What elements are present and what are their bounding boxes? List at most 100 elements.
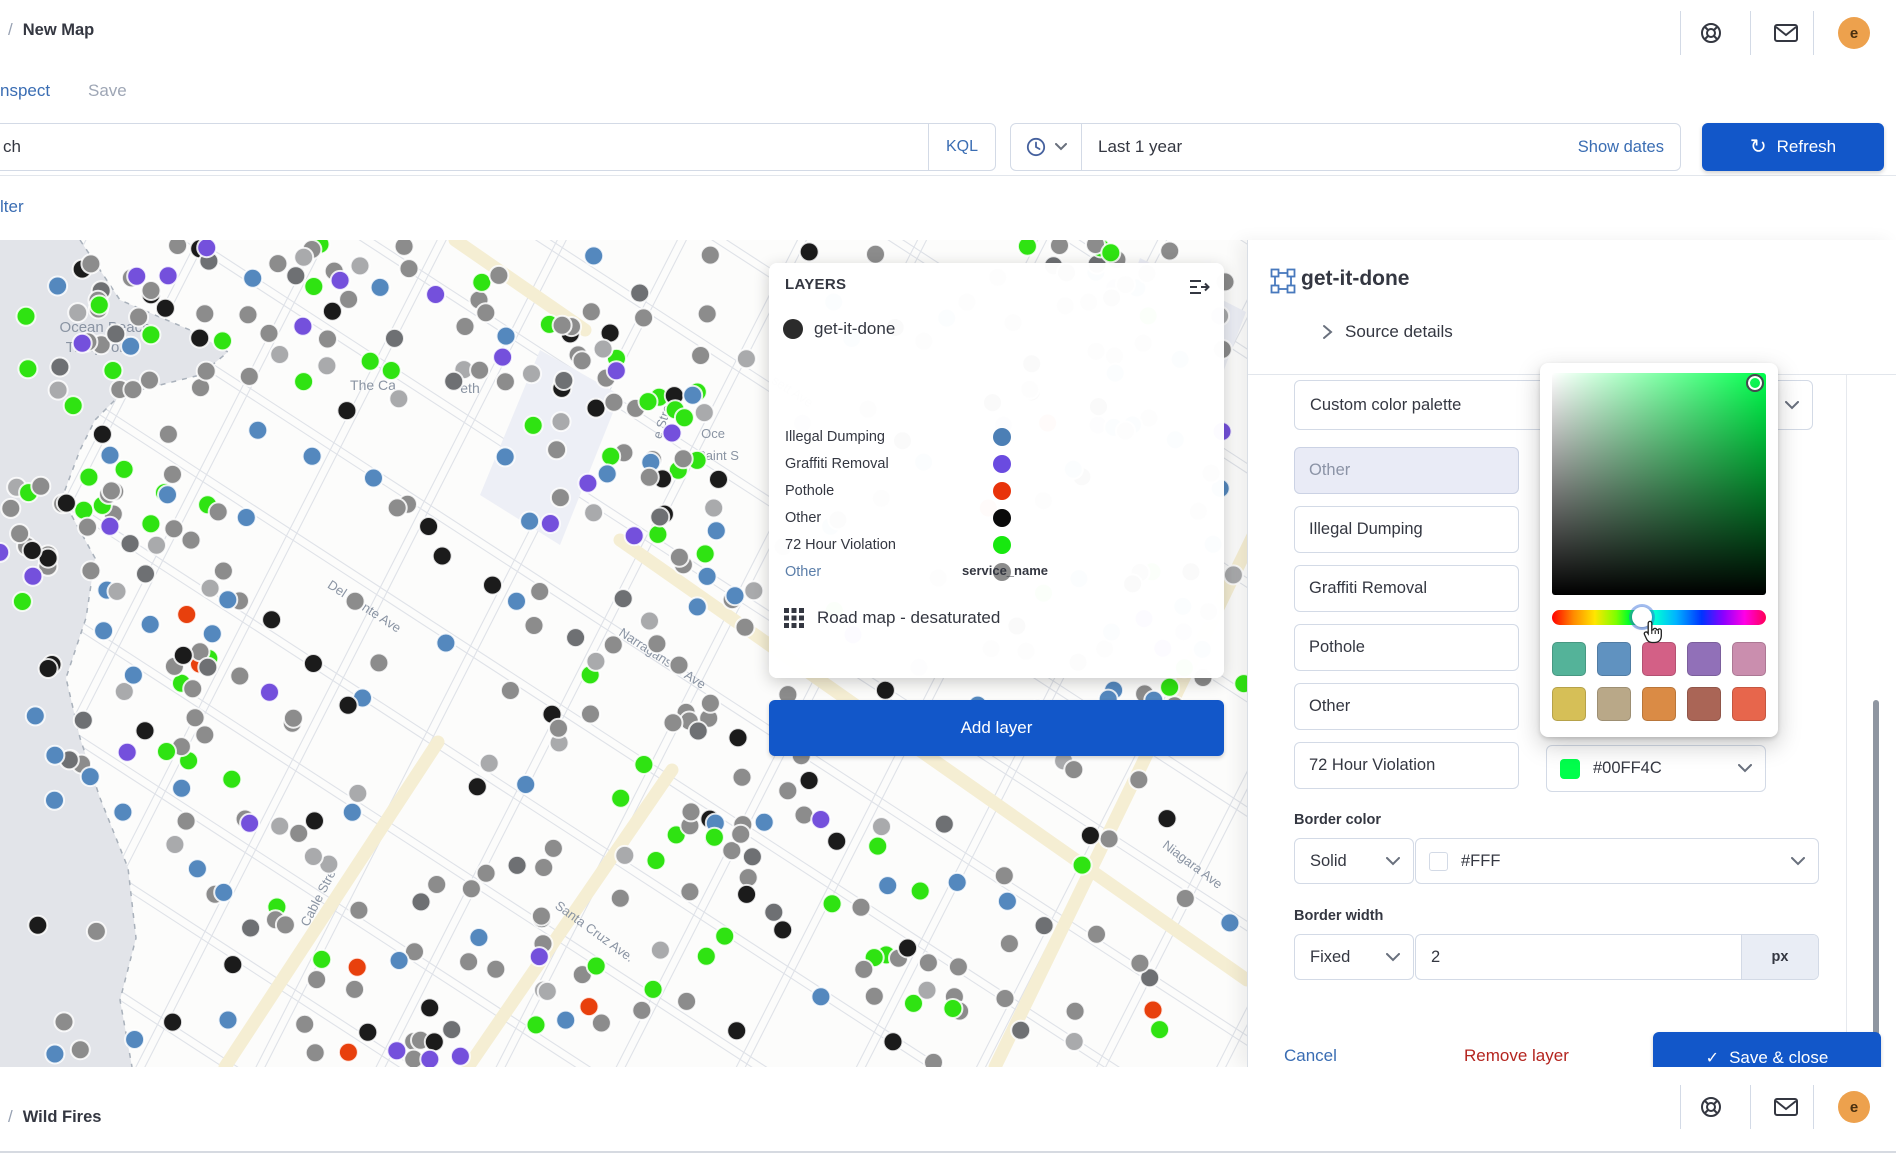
collapse-layers-button[interactable] <box>1187 276 1211 303</box>
layers-panel: LAYERS get-it-done Illegal Dumping Graffi… <box>769 263 1224 678</box>
color-swatch[interactable] <box>1642 687 1676 721</box>
refresh-label: Refresh <box>1776 137 1837 156</box>
fill-color-dropdown[interactable]: #00FF4C <box>1546 745 1766 792</box>
legend-item[interactable]: Other <box>785 558 1208 585</box>
header-divider <box>1680 11 1681 55</box>
newsfeed-button[interactable] <box>1769 1090 1803 1124</box>
category-stop-input[interactable]: Other <box>1294 683 1519 730</box>
search-query-text: ch <box>3 137 21 156</box>
color-swatch[interactable] <box>1552 687 1586 721</box>
add-filter-link[interactable]: lter <box>0 197 24 216</box>
chevron-down-icon <box>1386 856 1413 866</box>
refresh-button[interactable]: ↻ Refresh <box>1702 123 1884 171</box>
help-button[interactable] <box>1694 16 1728 50</box>
map-ocean <box>0 240 228 1067</box>
chevron-down-icon <box>1386 952 1413 962</box>
fill-color-swatch <box>1560 758 1580 779</box>
color-swatch[interactable] <box>1597 687 1631 721</box>
time-range-value[interactable]: Last 1 year <box>1098 137 1183 156</box>
fill-color-value: #00FF4C <box>1593 759 1662 777</box>
category-stop-input[interactable]: Illegal Dumping <box>1294 506 1519 553</box>
legend-item-label: 72 Hour Violation <box>785 536 896 553</box>
vector-layer-icon <box>1270 268 1296 299</box>
layer-name: get-it-done <box>814 319 896 338</box>
border-width-input[interactable]: 2 px <box>1415 934 1819 980</box>
save-and-close-label: Save & close <box>1729 1048 1829 1067</box>
border-width-mode-select[interactable]: Fixed <box>1294 934 1414 980</box>
bottom-border <box>0 1151 1896 1153</box>
layer-row[interactable]: get-it-done <box>783 319 895 339</box>
chevron-down-icon <box>1055 143 1067 151</box>
layer-legend: Illegal Dumping Graffiti Removal Pothole Ot… <box>785 423 1208 585</box>
inspect-link[interactable]: nspect <box>0 81 51 100</box>
app-menu-bar: nspect Save <box>0 66 1896 118</box>
hue-slider-thumb[interactable] <box>1631 607 1652 627</box>
border-color-value: #FFF <box>1461 851 1501 870</box>
category-stop-input[interactable]: Other <box>1294 447 1519 494</box>
avatar[interactable]: e <box>1838 1091 1870 1123</box>
breadcrumb-separator: / <box>8 1107 13 1126</box>
saturation-marker[interactable] <box>1746 374 1764 392</box>
color-swatch[interactable] <box>1732 687 1766 721</box>
border-color-dropdown[interactable]: #FFF <box>1415 838 1819 884</box>
border-width-unit: px <box>1741 935 1818 979</box>
layer-color-dot <box>783 319 803 339</box>
flyout-title: get-it-done <box>1301 267 1410 290</box>
help-button[interactable] <box>1694 1090 1728 1124</box>
scrollbar-thumb[interactable] <box>1873 700 1879 1055</box>
show-dates-button[interactable]: Show dates <box>1577 137 1664 156</box>
layers-panel-title: LAYERS <box>785 276 847 293</box>
map-street-label: Oce <box>701 426 725 441</box>
saturation-area[interactable] <box>1552 373 1766 595</box>
legend-item[interactable]: Illegal Dumping <box>785 423 1208 450</box>
category-stop-input[interactable]: 72 Hour Violation <box>1294 742 1519 789</box>
query-bar: ch KQL Last 1 year Show dates ↻ Refresh <box>0 117 1896 176</box>
map-street-label: eth <box>460 380 479 396</box>
category-stop-input[interactable]: Pothole <box>1294 624 1519 671</box>
hue-slider[interactable] <box>1552 607 1766 627</box>
life-ring-icon <box>1701 1097 1721 1117</box>
map-street-label: Ocean Beach <box>60 319 151 336</box>
legend-item[interactable]: Graffiti Removal <box>785 450 1208 477</box>
cancel-button[interactable]: Cancel <box>1284 1046 1337 1065</box>
legend-item[interactable]: Other <box>785 504 1208 531</box>
color-swatch[interactable] <box>1642 642 1676 676</box>
border-width-mode-value: Fixed <box>1310 947 1351 966</box>
save-link[interactable]: Save <box>88 81 127 100</box>
legend-item[interactable]: 72 Hour Violation <box>785 531 1208 558</box>
envelope-icon <box>1774 1098 1798 1116</box>
header-divider <box>1750 1085 1751 1129</box>
source-details-toggle[interactable]: Source details <box>1322 322 1453 342</box>
map-street-label: The Ca <box>350 377 396 393</box>
bottom-page-title: Wild Fires <box>22 1108 102 1126</box>
color-swatch[interactable] <box>1687 687 1721 721</box>
palette-select-value: Custom color palette <box>1310 395 1462 414</box>
legend-item-color-dot <box>993 481 1011 500</box>
header-divider <box>1813 11 1814 55</box>
add-layer-button[interactable]: Add layer <box>769 700 1224 756</box>
legend-item-color-dot <box>993 562 1011 581</box>
map-street-label: Paint S <box>697 448 739 463</box>
color-swatch[interactable] <box>1597 642 1631 676</box>
color-swatch[interactable] <box>1687 642 1721 676</box>
category-stop-input[interactable]: Graffiti Removal <box>1294 565 1519 612</box>
border-style-select[interactable]: Solid <box>1294 838 1414 884</box>
color-swatch[interactable] <box>1732 642 1766 676</box>
avatar[interactable]: e <box>1838 17 1870 49</box>
search-input[interactable]: ch KQL <box>0 123 996 171</box>
border-width-label: Border width <box>1294 908 1384 924</box>
remove-layer-button[interactable]: Remove layer <box>1464 1046 1569 1065</box>
legend-item-label: Illegal Dumping <box>785 428 885 445</box>
color-swatch[interactable] <box>1552 642 1586 676</box>
grid-icon <box>784 608 804 628</box>
time-picker-quick-menu[interactable] <box>1011 124 1082 170</box>
header-divider <box>1750 11 1751 55</box>
header-bar: / New Map e <box>0 0 1896 67</box>
basemap-layer-row[interactable]: Road map - desaturated <box>783 607 1000 629</box>
page-title: New Map <box>22 21 95 39</box>
newsfeed-button[interactable] <box>1769 16 1803 50</box>
kql-language-button[interactable]: KQL <box>928 124 995 170</box>
legend-item[interactable]: Pothole <box>785 477 1208 504</box>
bottom-breadcrumb: / Wild Fires <box>8 1107 101 1127</box>
